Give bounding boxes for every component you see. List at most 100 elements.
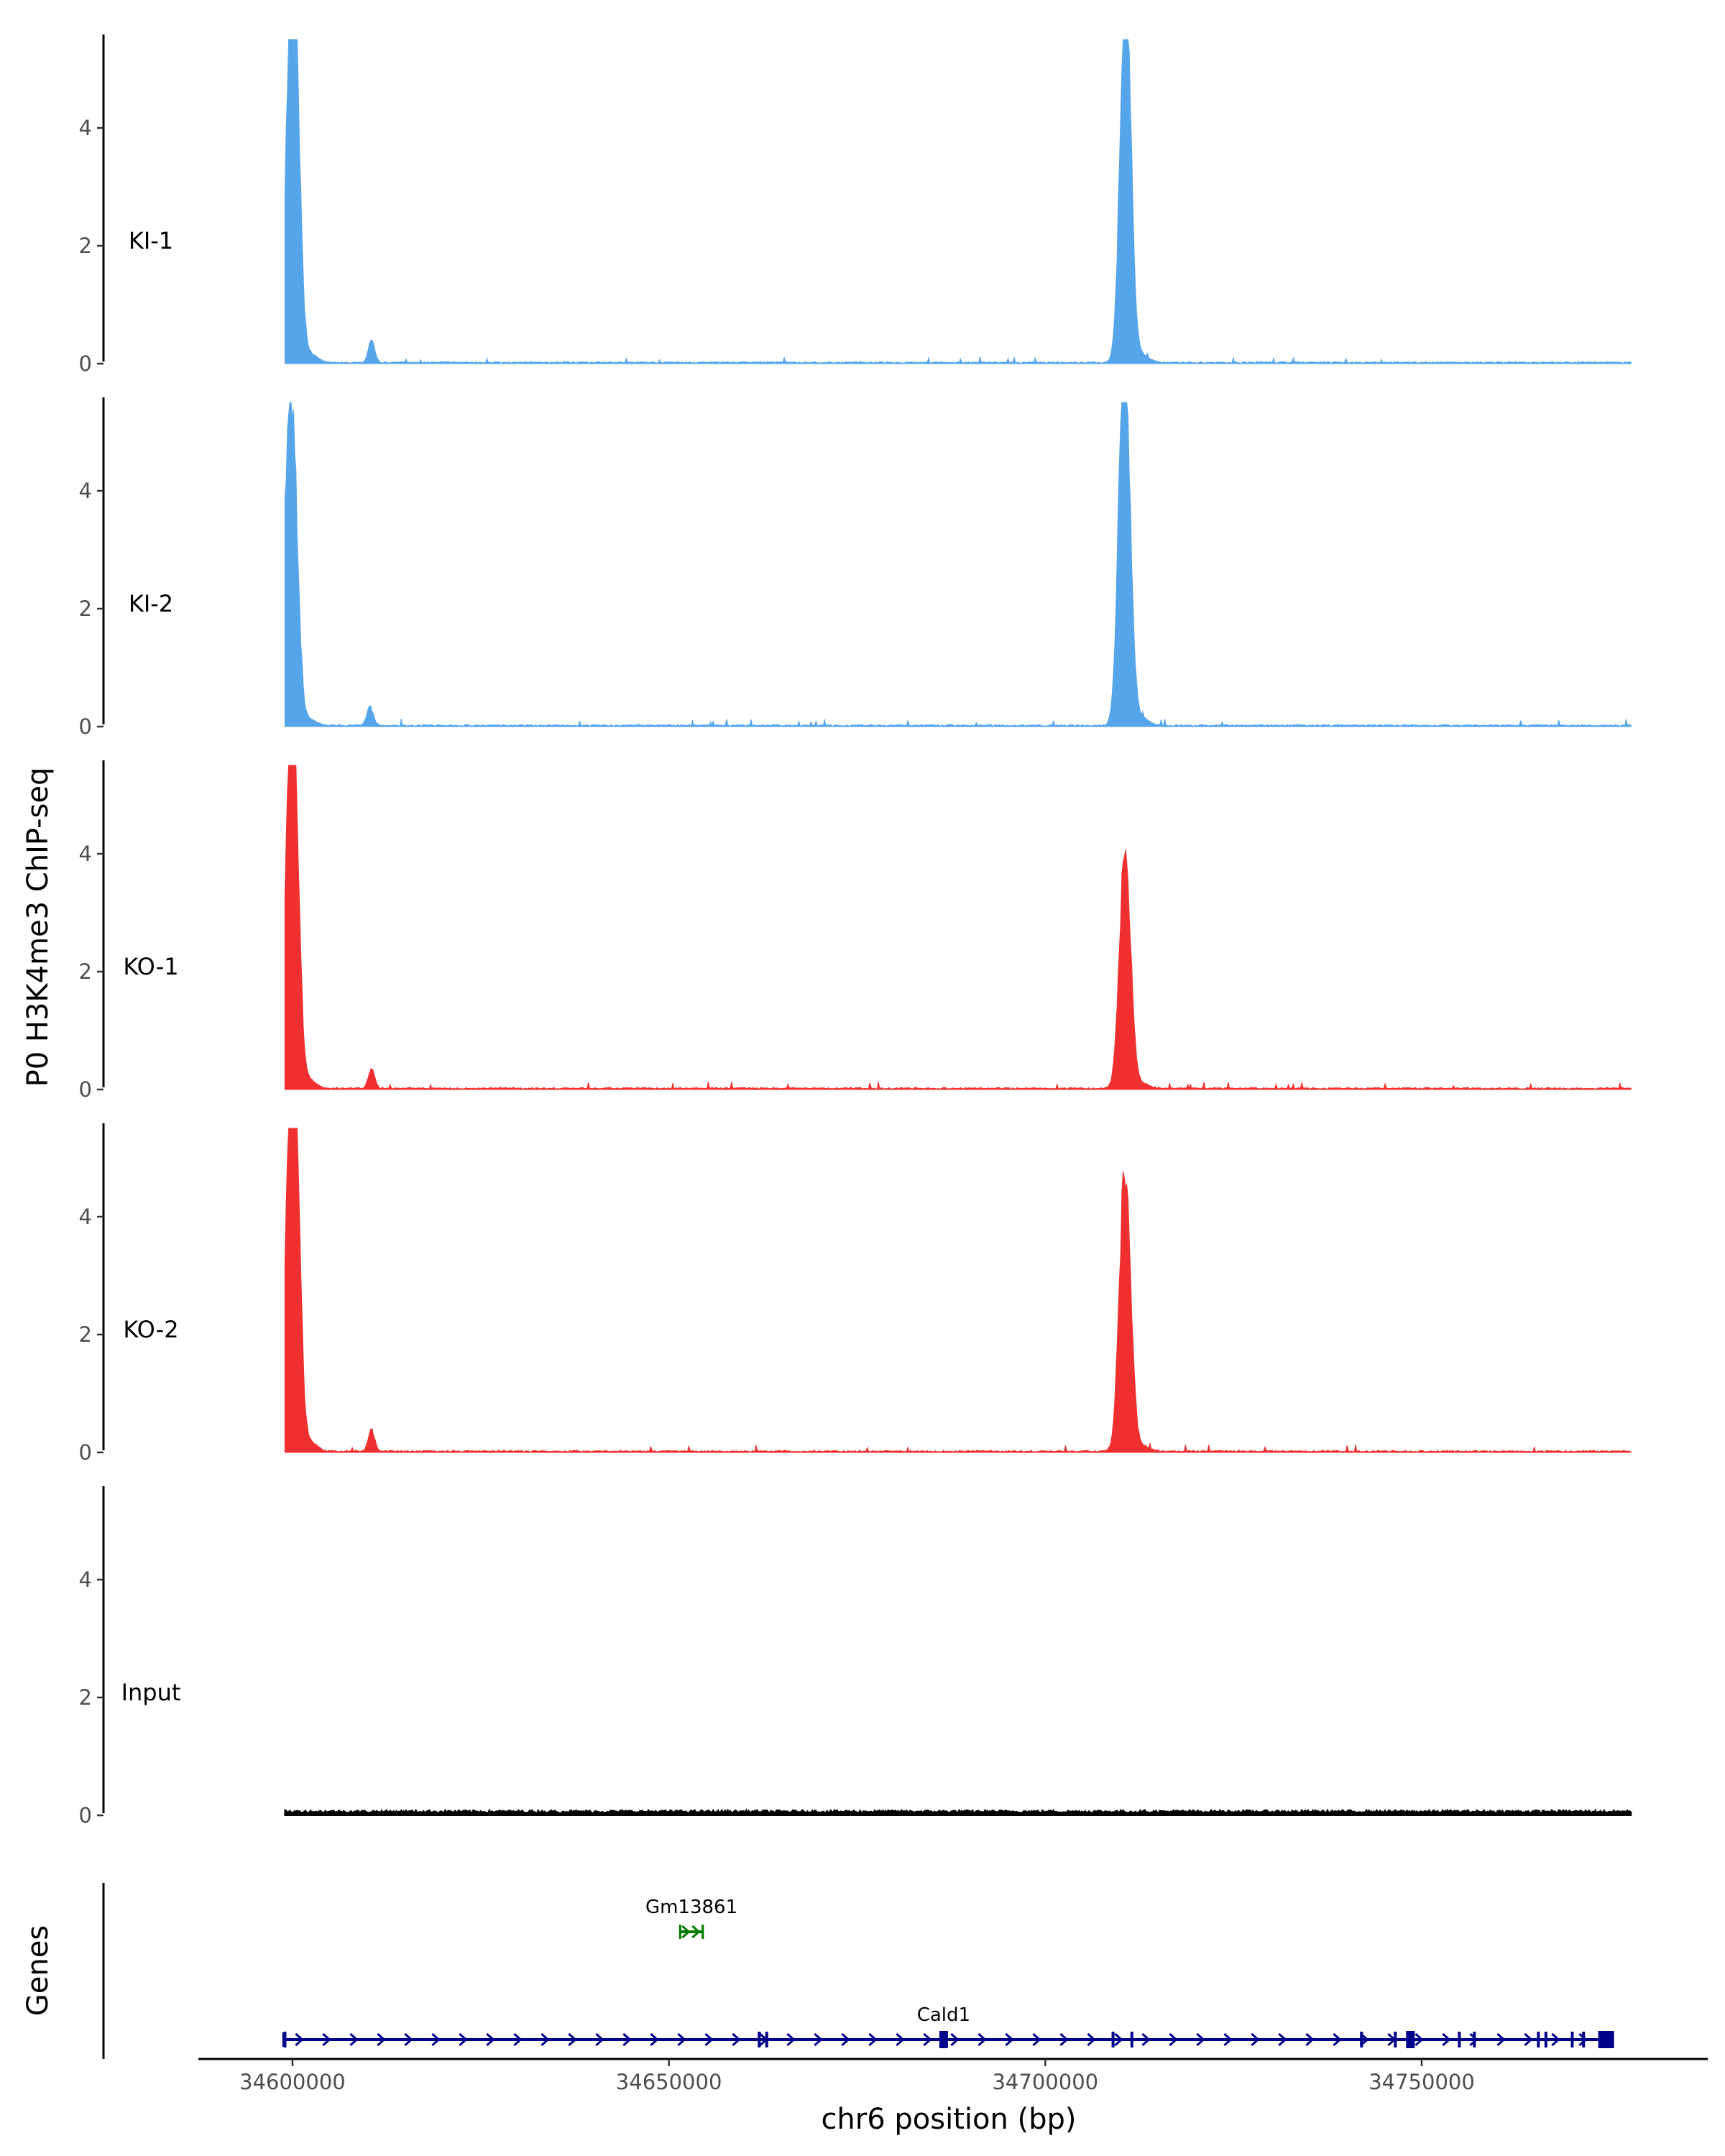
signal-area bbox=[284, 39, 1632, 364]
track-label: Input bbox=[121, 1679, 181, 1706]
x-tick-label: 34750000 bbox=[1368, 2070, 1475, 2094]
y-tick-label: 4 bbox=[79, 842, 92, 866]
y-tick-label: 0 bbox=[79, 714, 92, 739]
strand-chevron bbox=[650, 2032, 659, 2047]
y-tick-label: 4 bbox=[79, 1204, 92, 1229]
strand-chevron bbox=[1305, 2032, 1315, 2047]
x-tick-label: 34700000 bbox=[992, 2070, 1098, 2094]
signal-area bbox=[284, 765, 1632, 1091]
exon bbox=[939, 2031, 948, 2048]
exon bbox=[1537, 2032, 1540, 2047]
signal-area bbox=[284, 402, 1632, 728]
strand-chevron bbox=[978, 2032, 987, 2047]
gene-cald1: Cald1 bbox=[282, 2004, 1614, 2048]
strand-chevron bbox=[431, 2032, 441, 2047]
tracks-group: 0 2 4 KI-1 0 2 4 KI-2 0 2 4 KO-1 0 2 4 KO-2 0 2 4 Input bbox=[79, 34, 1632, 1828]
strand-chevron bbox=[486, 2032, 495, 2047]
exon bbox=[1598, 2031, 1614, 2048]
signal-area bbox=[284, 1808, 1632, 1816]
strand-chevron bbox=[1223, 2032, 1233, 2047]
strand-chevron bbox=[1141, 2032, 1151, 2047]
strand-chevron bbox=[404, 2032, 413, 2047]
y-tick-label: 2 bbox=[79, 596, 92, 621]
y-tick-label: 0 bbox=[79, 351, 92, 376]
x-axis: 34600000 34650000 34700000 34750000 bbox=[198, 2058, 1708, 2094]
strand-chevron bbox=[681, 1925, 691, 1939]
x-axis-title: chr6 position (bp) bbox=[821, 2103, 1076, 2136]
strand-chevron bbox=[459, 2032, 468, 2047]
strand-chevron bbox=[868, 2032, 878, 2047]
strand-chevron bbox=[595, 2032, 604, 2047]
strand-chevron bbox=[841, 2032, 850, 2047]
strand-chevron bbox=[1333, 2032, 1342, 2047]
y-axis-title: P0 H3K4me3 ChIP-seq bbox=[22, 768, 55, 1087]
strand-chevron bbox=[1469, 2032, 1478, 2047]
genes-panel: Genes Gm13861 Cald1 bbox=[22, 1883, 1614, 2059]
strand-chevron bbox=[568, 2032, 577, 2047]
strand-chevron bbox=[691, 1925, 701, 1939]
strand-chevron bbox=[622, 2032, 632, 2047]
track-label: KI-1 bbox=[129, 227, 173, 254]
y-tick-label: 0 bbox=[79, 1440, 92, 1465]
exon bbox=[758, 2032, 761, 2047]
y-tick-label: 4 bbox=[79, 116, 92, 140]
strand-chevron bbox=[1524, 2032, 1533, 2047]
y-tick-label: 4 bbox=[79, 1567, 92, 1592]
strand-chevron bbox=[1087, 2032, 1096, 2047]
strand-chevron bbox=[1169, 2032, 1178, 2047]
strand-chevron bbox=[704, 2032, 714, 2047]
strand-chevron bbox=[1360, 2032, 1369, 2047]
strand-chevron bbox=[1578, 2032, 1588, 2047]
gene-name: Cald1 bbox=[917, 2004, 970, 2026]
exon bbox=[1458, 2032, 1461, 2047]
track-ko-2: 0 2 4 KO-2 bbox=[79, 1123, 1632, 1465]
strand-chevron bbox=[1005, 2032, 1014, 2047]
x-tick-label: 34600000 bbox=[239, 2070, 346, 2094]
exon bbox=[1394, 2032, 1397, 2047]
strand-chevron bbox=[923, 2032, 932, 2047]
strand-chevron bbox=[349, 2032, 359, 2047]
y-tick-label: 4 bbox=[79, 479, 92, 503]
strand-chevron bbox=[677, 2032, 686, 2047]
signal-area bbox=[284, 1128, 1632, 1453]
strand-chevron bbox=[513, 2032, 523, 2047]
strand-chevron bbox=[1442, 2032, 1451, 2047]
strand-chevron bbox=[814, 2032, 823, 2047]
y-tick-label: 2 bbox=[79, 234, 92, 258]
strand-chevron bbox=[1278, 2032, 1287, 2047]
exon bbox=[1473, 2032, 1476, 2047]
strand-chevron bbox=[322, 2032, 331, 2047]
exon bbox=[1406, 2031, 1415, 2048]
y-tick-label: 2 bbox=[79, 1322, 92, 1347]
strand-chevron bbox=[1114, 2032, 1123, 2047]
strand-chevron bbox=[1551, 2032, 1560, 2047]
y-tick-label: 0 bbox=[79, 1803, 92, 1828]
track-label: KO-2 bbox=[123, 1316, 178, 1343]
strand-chevron bbox=[377, 2032, 386, 2047]
genes-label: Genes bbox=[22, 1925, 55, 2016]
strand-chevron bbox=[540, 2032, 550, 2047]
strand-chevron bbox=[295, 2032, 304, 2047]
strand-chevron bbox=[950, 2032, 960, 2047]
y-tick-label: 0 bbox=[79, 1077, 92, 1102]
strand-chevron bbox=[1196, 2032, 1205, 2047]
strand-chevron bbox=[1414, 2032, 1424, 2047]
track-ki-1: 0 2 4 KI-1 bbox=[79, 34, 1632, 376]
exon bbox=[1111, 2032, 1115, 2047]
gene-gm13861: Gm13861 bbox=[645, 1897, 737, 1939]
exon bbox=[1130, 2032, 1133, 2047]
exon bbox=[283, 2032, 287, 2047]
track-label: KO-1 bbox=[123, 953, 178, 980]
strand-chevron bbox=[1032, 2032, 1041, 2047]
track-ki-2: 0 2 4 KI-2 bbox=[79, 397, 1632, 739]
x-tick-label: 34650000 bbox=[616, 2070, 722, 2094]
exon bbox=[1360, 2032, 1363, 2047]
strand-chevron bbox=[896, 2032, 905, 2047]
y-tick-label: 2 bbox=[79, 959, 92, 984]
strand-chevron bbox=[732, 2032, 741, 2047]
strand-chevron bbox=[1059, 2032, 1069, 2047]
strand-chevron bbox=[1251, 2032, 1260, 2047]
track-label: KI-2 bbox=[129, 590, 173, 617]
track-ko-1: 0 2 4 KO-1 bbox=[79, 760, 1632, 1102]
